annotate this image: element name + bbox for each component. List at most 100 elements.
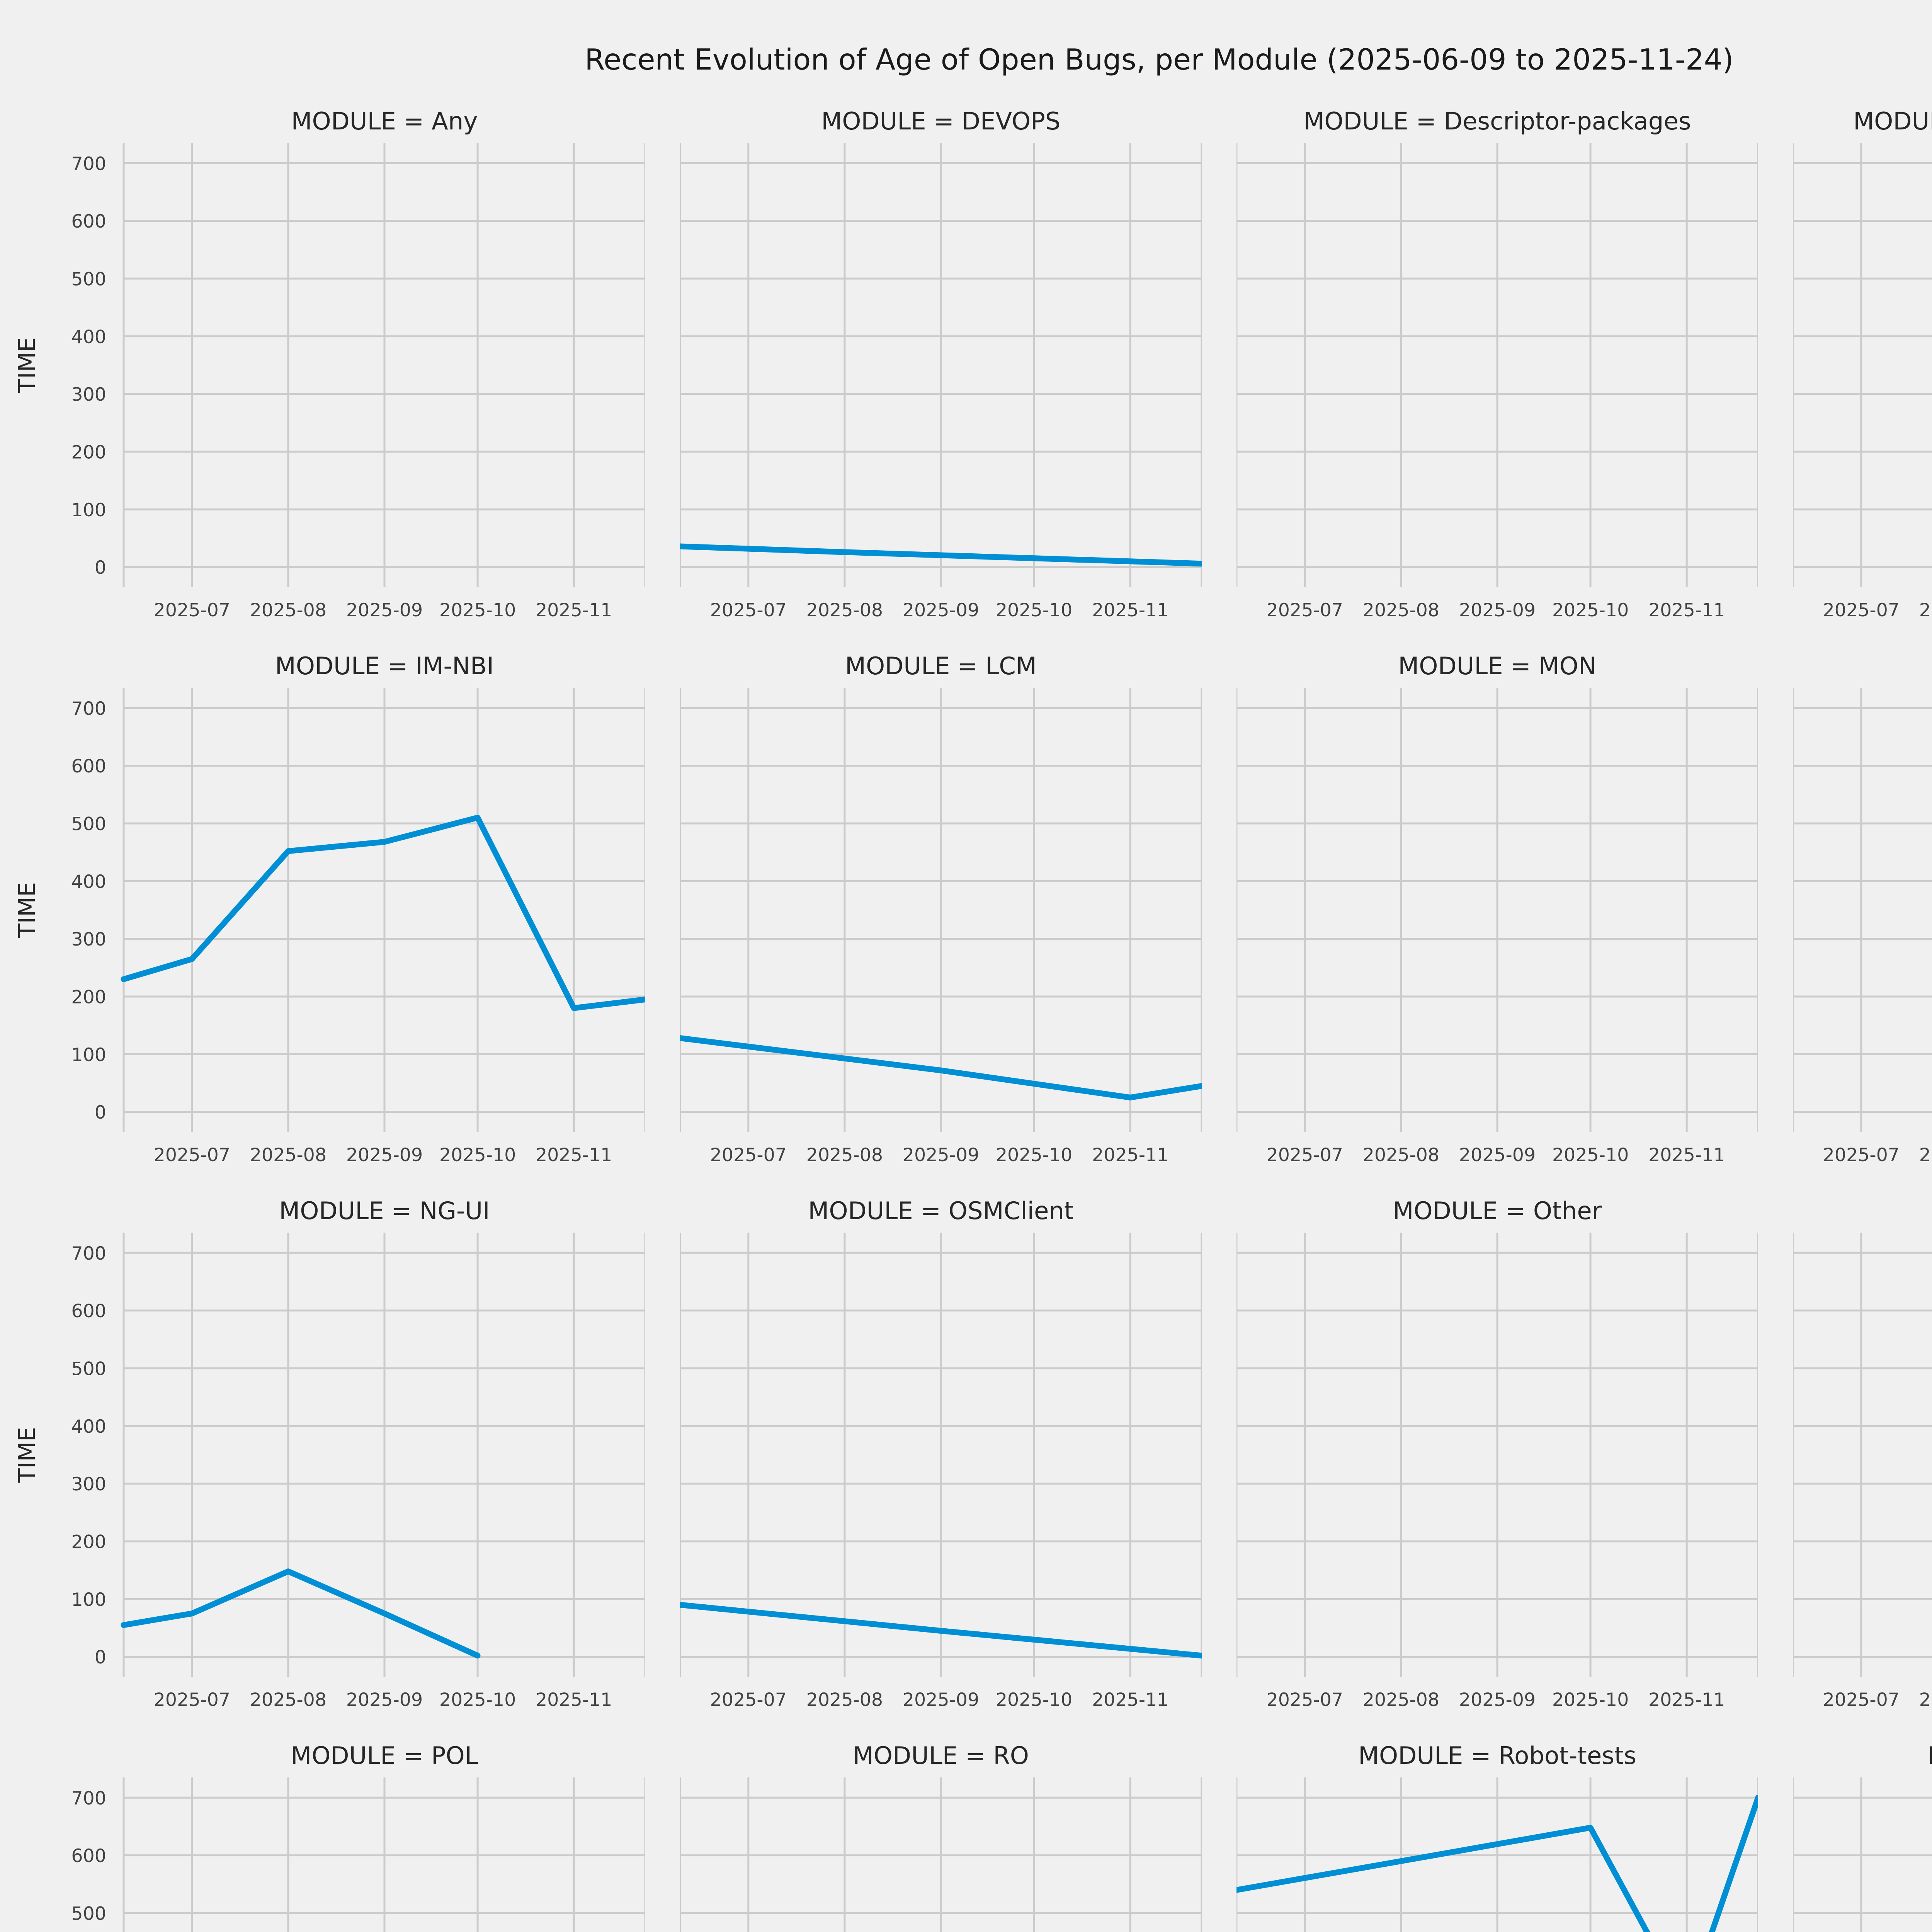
y-tick-label: 200 bbox=[71, 442, 106, 463]
facet-N2VC: MODULE = N2VC2025-072025-082025-092025-1… bbox=[1793, 649, 1932, 1175]
facet-Robot-tests: MODULE = Robot-tests 2025-072025-082025-0… bbox=[1236, 1739, 1758, 1932]
x-tick-label: 2025-10 bbox=[1552, 1145, 1629, 1166]
x-tick-label: 2025-08 bbox=[806, 1689, 883, 1711]
x-tick-label: 2025-11 bbox=[1092, 600, 1168, 621]
x-tick-label: 2025-07 bbox=[710, 600, 787, 621]
x-tick-label: 2025-09 bbox=[903, 600, 979, 621]
facet-Other: MODULE = Other 2025-07 2025-08 2025-09 2025-… bbox=[1236, 1194, 1758, 1719]
y-tick-label: 600 bbox=[71, 756, 106, 777]
x-tick-label: 2025-08 bbox=[250, 1145, 327, 1166]
x-tick-label: 2025-09 bbox=[1459, 1145, 1536, 1166]
x-tick-label: 2025-11 bbox=[1092, 1689, 1168, 1711]
y-tick-label: 300 bbox=[71, 1474, 106, 1495]
x-tick-label: 2025-07 bbox=[710, 1689, 787, 1711]
facet-row-2: MODULE = IM-NBI 0 100 200 300 400 500 600 700 TIM… bbox=[12, 649, 1932, 1175]
y-axis-label: TIME bbox=[14, 1427, 41, 1483]
x-tick-label: 2025-09 bbox=[1459, 1689, 1536, 1711]
x-tick-label: 2025-08 bbox=[250, 1689, 327, 1711]
line-chart-svg: 0 100 200 300 400 500 600 700 TIME 2025-07 2025-08… bbox=[14, 143, 645, 621]
x-tick-label: 2025-08 bbox=[806, 600, 883, 621]
facet-title: MODULE = N2VC bbox=[1793, 649, 1932, 688]
x-tick-label: 2025-07 bbox=[154, 1145, 230, 1166]
y-tick-label: 500 bbox=[71, 1903, 106, 1924]
x-tick-label: 2025-10 bbox=[996, 600, 1072, 621]
y-tick-label: 300 bbox=[71, 384, 106, 405]
y-tick-label: 500 bbox=[71, 1358, 106, 1379]
y-axis-label: TIME bbox=[14, 882, 41, 938]
y-tick-label: 600 bbox=[71, 1845, 106, 1867]
data-line-LCM bbox=[680, 1035, 1202, 1100]
x-tick-label: 2025-08 bbox=[1363, 1689, 1439, 1711]
facet-PLA: MODULE = PLA2025-072025-082025-092025-10… bbox=[1793, 1194, 1932, 1719]
facet-DEVOPS: MODULE = DEVOPS 2025-07 2025-08 2025-09 2025… bbox=[680, 104, 1202, 630]
y-tick-label: 600 bbox=[71, 1301, 106, 1322]
x-tick-label: 2025-07 bbox=[154, 600, 230, 621]
y-tick-label: 700 bbox=[71, 1243, 106, 1264]
facet-IM-NBI: MODULE = IM-NBI 0 100 200 300 400 500 600 700 TIM… bbox=[12, 649, 645, 1175]
y-tick-label: 700 bbox=[71, 153, 106, 175]
y-tick-label: 700 bbox=[71, 698, 106, 719]
facet-title: MODULE = DEVOPS bbox=[821, 106, 1061, 135]
facet-MON: MODULE = MON 2025-07 2025-08 2025-09 2025-10… bbox=[1236, 649, 1758, 1175]
x-tick-label: 2025-07 bbox=[1267, 600, 1343, 621]
y-tick-label: 500 bbox=[71, 813, 106, 835]
x-tick-label: 2025-07 bbox=[1267, 1689, 1343, 1711]
x-tick-label: 2025-11 bbox=[536, 600, 612, 621]
facet-title: MODULE = Descriptor-packages bbox=[1303, 106, 1691, 135]
data-line-OSMClient bbox=[680, 1602, 1202, 1659]
facet-Unknown: MODULE = Unknown2025-072025-082025-09202… bbox=[1793, 1739, 1932, 1932]
facet-title: MODULE = Robot-tests bbox=[1358, 1741, 1636, 1770]
line-chart-svg: 2025-07 2025-08 2025-09 2025-10 2025-11 bbox=[680, 143, 1202, 621]
x-tick-label: 2025-10 bbox=[439, 1145, 516, 1166]
x-tick-label: 2025-08 bbox=[1363, 1145, 1439, 1166]
facet-Descriptor-packages: MODULE = Descriptor-packages 2025-07 2025-… bbox=[1236, 104, 1758, 630]
facet-title: MODULE = Any bbox=[291, 106, 478, 135]
x-tick-label: 2025-08 bbox=[250, 600, 327, 621]
y-tick-label: 400 bbox=[71, 871, 106, 893]
facet-title: MODULE = IM-NBI bbox=[275, 651, 494, 680]
y-axis-label: TIME bbox=[14, 337, 41, 393]
x-tick-label: 2025-09 bbox=[346, 1689, 423, 1711]
x-tick-label: 2025-09 bbox=[346, 600, 423, 621]
facet-Documentation-Wiki: MODULE = Documentation / Wiki 2025-07 2025… bbox=[1793, 104, 1932, 630]
facet-RO: MODULE = RO 2025-072025-082025-092025-102… bbox=[680, 1739, 1202, 1932]
x-tick-label: 2025-10 bbox=[996, 1145, 1072, 1166]
facet-title: MODULE = LCM bbox=[845, 651, 1037, 680]
line-chart-svg: 0 100 200 300 400 500 600 700 TIME 2025-07 2025-08… bbox=[14, 1233, 645, 1711]
x-tick-label: 2025-08 bbox=[1363, 600, 1439, 621]
x-tick-label: 2025-11 bbox=[536, 1689, 612, 1711]
data-line-Robot-tests bbox=[1236, 1794, 1758, 1932]
x-tick-label: 2025-07 bbox=[1823, 1689, 1900, 1711]
y-tick-label: 100 bbox=[71, 1589, 106, 1611]
data-line-IM-NBI bbox=[121, 815, 645, 1011]
x-tick-label: 2025-08 bbox=[1919, 600, 1932, 621]
facet-row-1: MODULE = Any 0 100 200 300 400 500 600 700 TIME 20… bbox=[12, 104, 1932, 630]
x-tick-label: 2025-08 bbox=[806, 1145, 883, 1166]
facet-title: MODULE = POL bbox=[291, 1741, 478, 1770]
chart-title: Recent Evolution of Age of Open Bugs, pe… bbox=[585, 43, 1734, 77]
x-tick-label: 2025-07 bbox=[154, 1689, 230, 1711]
y-tick-label: 300 bbox=[71, 929, 106, 950]
facet-title: MODULE = OSMClient bbox=[808, 1196, 1074, 1225]
x-tick-label: 2025-10 bbox=[1552, 600, 1629, 621]
facet-POL: MODULE = POL0100200300400500600700TIME20… bbox=[12, 1739, 645, 1932]
facet-LCM: MODULE = LCM 2025-07 2025-08 2025-09 2025-10… bbox=[680, 649, 1202, 1175]
y-tick-label: 0 bbox=[95, 557, 106, 578]
x-tick-label: 2025-10 bbox=[1552, 1689, 1629, 1711]
facet-title: MODULE = PLA bbox=[1793, 1194, 1932, 1233]
x-tick-label: 2025-11 bbox=[536, 1145, 612, 1166]
y-tick-label: 0 bbox=[95, 1647, 106, 1668]
y-tick-label: 200 bbox=[71, 1532, 106, 1553]
x-tick-label: 2025-10 bbox=[439, 600, 516, 621]
line-chart-svg: 0 100 200 300 400 500 600 700 TIME 2025-07 2025-08… bbox=[14, 688, 645, 1166]
facet-NG-UI: MODULE = NG-UI 0 100 200 300 400 500 600 700 TIME… bbox=[12, 1194, 645, 1719]
x-tick-label: 2025-11 bbox=[1092, 1145, 1168, 1166]
